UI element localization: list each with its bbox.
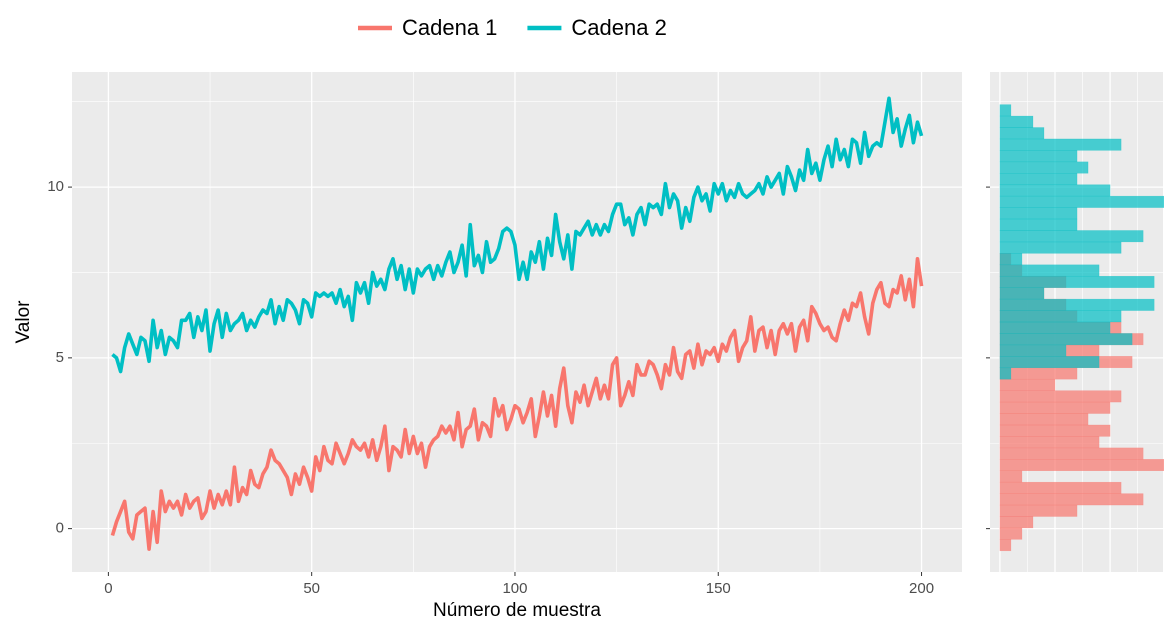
histogram-bar xyxy=(999,481,1122,494)
histogram-bar xyxy=(999,173,1078,185)
x-tick-label: 50 xyxy=(303,580,320,597)
histogram-bar xyxy=(999,436,1100,449)
x-tick-label: 200 xyxy=(909,580,934,597)
histogram-bar xyxy=(999,310,1122,323)
x-axis-title: Número de muestra xyxy=(433,600,601,621)
y-tick-label: 10 xyxy=(47,178,64,195)
histogram-bar xyxy=(999,333,1133,346)
histogram-bar xyxy=(999,287,1045,300)
histogram-bar xyxy=(999,401,1111,414)
histogram-bar xyxy=(999,390,1122,403)
histogram-bar xyxy=(999,104,1012,117)
histogram-bar xyxy=(999,413,1089,426)
histogram-bar xyxy=(999,459,1164,471)
histogram-bar xyxy=(999,150,1078,163)
histogram-bar xyxy=(999,161,1089,174)
x-tick-label: 150 xyxy=(706,580,731,597)
histogram-bar xyxy=(999,207,1078,220)
histogram-bar xyxy=(999,253,1023,266)
histogram-bar xyxy=(999,321,1111,334)
histogram-bar xyxy=(999,115,1034,128)
histogram-bar xyxy=(999,275,1155,288)
y-tick-label: 0 xyxy=(56,520,64,537)
histogram-bar xyxy=(999,356,1100,369)
histogram-bar xyxy=(999,138,1122,151)
histogram-bar xyxy=(999,378,1056,391)
histogram-bar xyxy=(999,264,1100,277)
histogram-bar xyxy=(999,298,1155,311)
y-axis-title: Valor xyxy=(13,300,34,344)
histogram-bar xyxy=(999,195,1164,208)
histogram-bar xyxy=(999,516,1034,529)
histogram-bar xyxy=(999,539,1012,552)
x-tick-label: 100 xyxy=(502,580,527,597)
histogram-bar xyxy=(999,230,1144,243)
histogram-bar xyxy=(999,493,1144,506)
x-tick-label: 0 xyxy=(104,580,112,597)
histogram-bar xyxy=(999,504,1078,517)
histogram-bar xyxy=(999,241,1122,254)
series-line xyxy=(110,257,924,551)
histogram-bar xyxy=(999,367,1012,380)
histogram-bar xyxy=(999,127,1045,140)
y-tick-label: 5 xyxy=(56,349,64,366)
histogram-bar xyxy=(999,184,1111,197)
histogram-bar xyxy=(999,218,1078,231)
histogram-bar xyxy=(999,527,1023,540)
legend-label: Cadena 2 xyxy=(571,15,666,40)
histogram-bar xyxy=(999,367,1078,380)
histogram-bar xyxy=(999,344,1067,357)
histogram-bar xyxy=(999,424,1111,437)
legend-label: Cadena 1 xyxy=(402,15,497,40)
series-line xyxy=(111,96,924,374)
histogram-bar xyxy=(999,447,1144,460)
histogram-bar xyxy=(999,470,1023,483)
